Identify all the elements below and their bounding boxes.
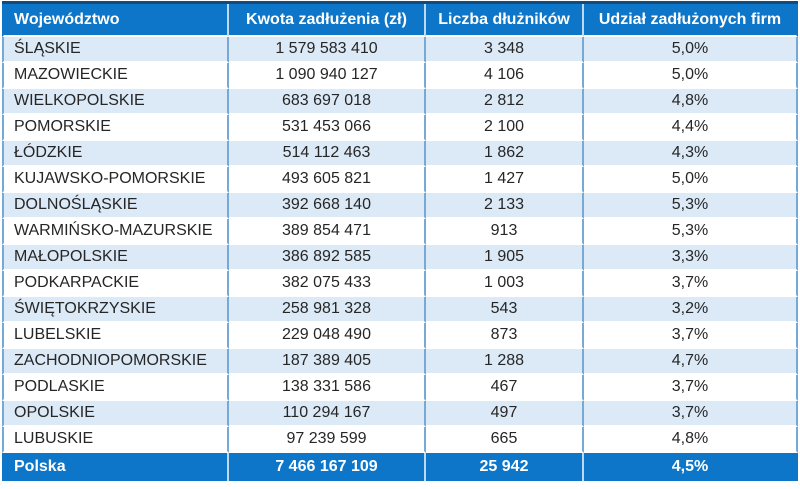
total-debt-amount: 7 466 167 109 <box>229 453 426 481</box>
cell-share: 3,3% <box>584 245 798 271</box>
table-row: LUBUSKIE 97 239 599 665 4,8% <box>2 427 798 453</box>
cell-debtors: 543 <box>426 297 584 323</box>
cell-debt-amount: 97 239 599 <box>229 427 426 453</box>
cell-debt-amount: 514 112 463 <box>229 141 426 167</box>
cell-debt-amount: 138 331 586 <box>229 375 426 401</box>
cell-debt-amount: 683 697 018 <box>229 89 426 115</box>
table-row: DOLNOŚLĄSKIE 392 668 140 2 133 5,3% <box>2 193 798 219</box>
table-row: ZACHODNIOPOMORSKIE 187 389 405 1 288 4,7… <box>2 349 798 375</box>
table-row: MAZOWIECKIE 1 090 940 127 4 106 5,0% <box>2 63 798 89</box>
cell-debtors: 4 106 <box>426 63 584 89</box>
total-share: 4,5% <box>584 453 798 481</box>
cell-debtors: 1 905 <box>426 245 584 271</box>
cell-voivodeship: KUJAWSKO-POMORSKIE <box>2 167 229 193</box>
cell-share: 4,3% <box>584 141 798 167</box>
cell-debt-amount: 389 854 471 <box>229 219 426 245</box>
cell-debtors: 665 <box>426 427 584 453</box>
cell-share: 4,7% <box>584 349 798 375</box>
cell-share: 3,7% <box>584 271 798 297</box>
cell-share: 3,7% <box>584 375 798 401</box>
header-row: Województwo Kwota zadłużenia (zł) Liczba… <box>2 4 798 37</box>
cell-debt-amount: 258 981 328 <box>229 297 426 323</box>
cell-share: 5,0% <box>584 63 798 89</box>
cell-debtors: 3 348 <box>426 37 584 63</box>
cell-debtors: 2 812 <box>426 89 584 115</box>
column-header-debtors-count: Liczba dłużników <box>426 4 584 37</box>
cell-debt-amount: 1 579 583 410 <box>229 37 426 63</box>
cell-debt-amount: 531 453 066 <box>229 115 426 141</box>
table-row: LUBELSKIE 229 048 490 873 3,7% <box>2 323 798 349</box>
cell-voivodeship: MAZOWIECKIE <box>2 63 229 89</box>
cell-share: 5,3% <box>584 219 798 245</box>
cell-debtors: 1 862 <box>426 141 584 167</box>
cell-debt-amount: 493 605 821 <box>229 167 426 193</box>
table-row: PODLASKIE 138 331 586 467 3,7% <box>2 375 798 401</box>
cell-debt-amount: 382 075 433 <box>229 271 426 297</box>
cell-debt-amount: 1 090 940 127 <box>229 63 426 89</box>
cell-share: 5,0% <box>584 37 798 63</box>
cell-voivodeship: ŁÓDZKIE <box>2 141 229 167</box>
total-debtors: 25 942 <box>426 453 584 481</box>
table-row: WARMIŃSKO-MAZURSKIE 389 854 471 913 5,3% <box>2 219 798 245</box>
cell-share: 4,8% <box>584 89 798 115</box>
total-label: Polska <box>2 453 229 481</box>
debt-by-voivodeship-table: Województwo Kwota zadłużenia (zł) Liczba… <box>2 1 798 481</box>
table-row: ŚWIĘTOKRZYSKIE 258 981 328 543 3,2% <box>2 297 798 323</box>
cell-share: 3,7% <box>584 323 798 349</box>
cell-voivodeship: LUBELSKIE <box>2 323 229 349</box>
cell-debtors: 873 <box>426 323 584 349</box>
cell-share: 3,7% <box>584 401 798 427</box>
cell-debt-amount: 229 048 490 <box>229 323 426 349</box>
cell-share: 4,4% <box>584 115 798 141</box>
cell-voivodeship: WIELKOPOLSKIE <box>2 89 229 115</box>
cell-debtors: 2 100 <box>426 115 584 141</box>
cell-voivodeship: PODLASKIE <box>2 375 229 401</box>
cell-voivodeship: ŚLĄSKIE <box>2 37 229 63</box>
cell-share: 3,2% <box>584 297 798 323</box>
table-row: POMORSKIE 531 453 066 2 100 4,4% <box>2 115 798 141</box>
column-header-voivodeship: Województwo <box>2 4 229 37</box>
cell-voivodeship: LUBUSKIE <box>2 427 229 453</box>
cell-voivodeship: DOLNOŚLĄSKIE <box>2 193 229 219</box>
column-header-debt-amount: Kwota zadłużenia (zł) <box>229 4 426 37</box>
cell-debtors: 1 003 <box>426 271 584 297</box>
table-row: WIELKOPOLSKIE 683 697 018 2 812 4,8% <box>2 89 798 115</box>
cell-debt-amount: 187 389 405 <box>229 349 426 375</box>
cell-debt-amount: 110 294 167 <box>229 401 426 427</box>
table-row: ŚLĄSKIE 1 579 583 410 3 348 5,0% <box>2 37 798 63</box>
cell-debt-amount: 386 892 585 <box>229 245 426 271</box>
cell-voivodeship: ZACHODNIOPOMORSKIE <box>2 349 229 375</box>
cell-share: 4,8% <box>584 427 798 453</box>
cell-debtors: 1 288 <box>426 349 584 375</box>
cell-voivodeship: WARMIŃSKO-MAZURSKIE <box>2 219 229 245</box>
cell-share: 5,0% <box>584 167 798 193</box>
table-row: KUJAWSKO-POMORSKIE 493 605 821 1 427 5,0… <box>2 167 798 193</box>
cell-debt-amount: 392 668 140 <box>229 193 426 219</box>
cell-voivodeship: ŚWIĘTOKRZYSKIE <box>2 297 229 323</box>
table-row: OPOLSKIE 110 294 167 497 3,7% <box>2 401 798 427</box>
total-row: Polska 7 466 167 109 25 942 4,5% <box>2 453 798 481</box>
cell-voivodeship: PODKARPACKIE <box>2 271 229 297</box>
table-row: MAŁOPOLSKIE 386 892 585 1 905 3,3% <box>2 245 798 271</box>
cell-share: 5,3% <box>584 193 798 219</box>
cell-debtors: 1 427 <box>426 167 584 193</box>
table-row: ŁÓDZKIE 514 112 463 1 862 4,3% <box>2 141 798 167</box>
cell-voivodeship: MAŁOPOLSKIE <box>2 245 229 271</box>
cell-voivodeship: POMORSKIE <box>2 115 229 141</box>
cell-debtors: 497 <box>426 401 584 427</box>
table-row: PODKARPACKIE 382 075 433 1 003 3,7% <box>2 271 798 297</box>
cell-debtors: 467 <box>426 375 584 401</box>
column-header-share-indebted: Udział zadłużonych firm <box>584 4 798 37</box>
cell-voivodeship: OPOLSKIE <box>2 401 229 427</box>
cell-debtors: 2 133 <box>426 193 584 219</box>
cell-debtors: 913 <box>426 219 584 245</box>
